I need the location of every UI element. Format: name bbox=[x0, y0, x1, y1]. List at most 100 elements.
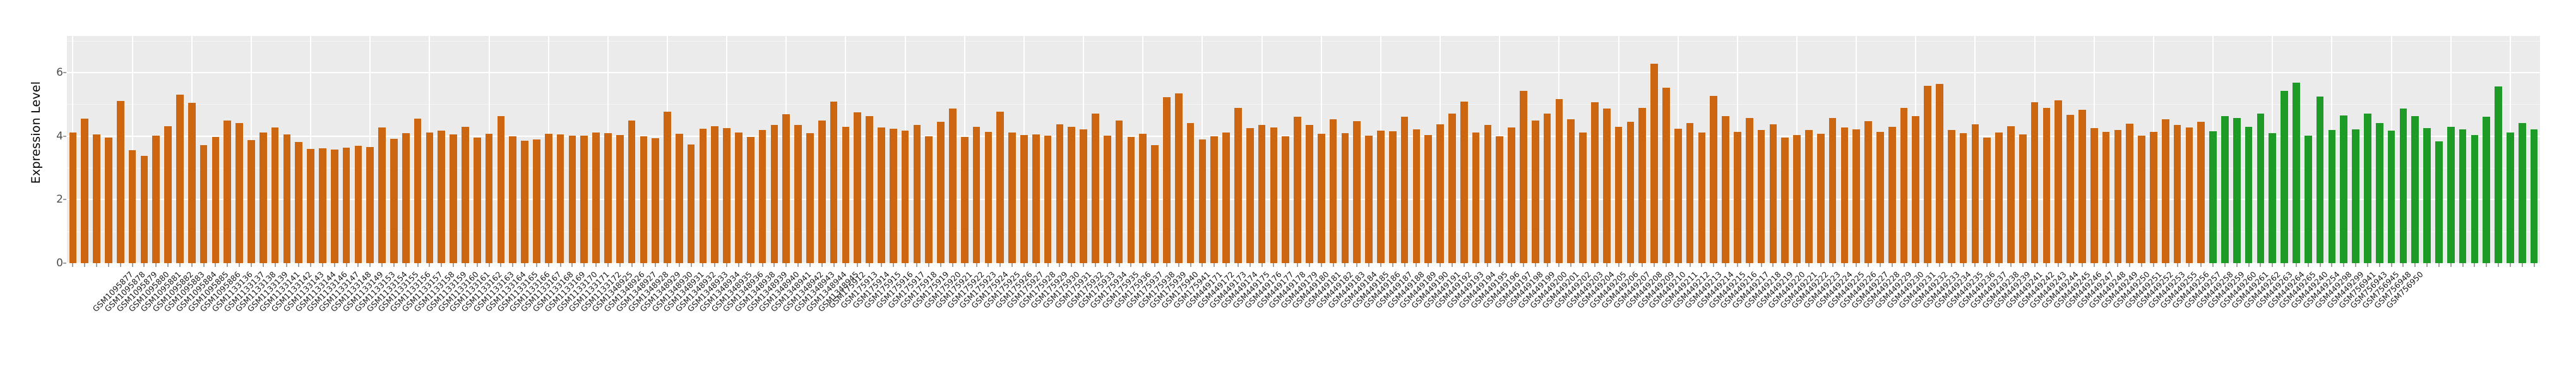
bar[interactable] bbox=[1306, 125, 1313, 263]
bar[interactable] bbox=[2221, 116, 2229, 263]
bar[interactable] bbox=[105, 138, 112, 263]
bar[interactable] bbox=[2507, 132, 2514, 263]
bar[interactable] bbox=[485, 133, 493, 263]
bar[interactable] bbox=[1674, 128, 1682, 263]
bar[interactable] bbox=[1032, 134, 1040, 263]
bar[interactable] bbox=[628, 121, 636, 263]
bar[interactable] bbox=[2447, 126, 2455, 263]
bar[interactable] bbox=[1579, 132, 1587, 263]
bar[interactable] bbox=[640, 136, 648, 263]
bar[interactable] bbox=[1900, 108, 1908, 263]
bar[interactable] bbox=[1520, 91, 1527, 263]
bar[interactable] bbox=[878, 127, 885, 263]
bar[interactable] bbox=[2518, 123, 2526, 263]
bar[interactable] bbox=[93, 134, 100, 263]
bar[interactable] bbox=[2257, 114, 2265, 263]
bar[interactable] bbox=[2435, 141, 2443, 263]
bar[interactable] bbox=[1412, 129, 1421, 263]
bar[interactable] bbox=[830, 102, 838, 263]
bar[interactable] bbox=[414, 118, 422, 263]
bar[interactable] bbox=[1222, 132, 1230, 263]
bar[interactable] bbox=[2102, 131, 2110, 263]
bar[interactable] bbox=[2328, 129, 2336, 263]
bar[interactable] bbox=[2007, 126, 2015, 263]
bar[interactable] bbox=[818, 121, 826, 263]
bar[interactable] bbox=[1210, 136, 1219, 263]
bar[interactable] bbox=[1424, 134, 1433, 263]
bar[interactable] bbox=[1864, 121, 1872, 263]
bar[interactable] bbox=[2090, 127, 2098, 263]
bar[interactable] bbox=[2399, 109, 2407, 263]
bar[interactable] bbox=[1912, 116, 1920, 263]
bar[interactable] bbox=[1388, 131, 1397, 263]
bar[interactable] bbox=[2030, 102, 2039, 263]
bar[interactable] bbox=[2364, 114, 2371, 263]
bar[interactable] bbox=[984, 131, 993, 263]
bar[interactable] bbox=[128, 150, 136, 263]
bar[interactable] bbox=[1353, 121, 1361, 263]
bar[interactable] bbox=[770, 125, 778, 263]
bar[interactable] bbox=[2138, 135, 2145, 263]
bar[interactable] bbox=[2411, 116, 2419, 263]
bar[interactable] bbox=[1555, 99, 1563, 263]
bar[interactable] bbox=[1103, 135, 1111, 263]
bar[interactable] bbox=[794, 125, 802, 263]
bar[interactable] bbox=[200, 145, 208, 263]
bar[interactable] bbox=[212, 136, 220, 263]
bar[interactable] bbox=[69, 132, 77, 263]
bar[interactable] bbox=[1484, 125, 1492, 263]
bar[interactable] bbox=[711, 126, 719, 263]
bar[interactable] bbox=[1151, 145, 1159, 263]
bar[interactable] bbox=[1614, 126, 1623, 263]
bar[interactable] bbox=[2150, 131, 2157, 263]
bar[interactable] bbox=[1341, 133, 1349, 263]
bar[interactable] bbox=[2304, 135, 2312, 263]
bar[interactable] bbox=[1127, 136, 1135, 263]
bar[interactable] bbox=[354, 145, 362, 263]
bar[interactable] bbox=[2018, 134, 2027, 263]
bar[interactable] bbox=[1567, 119, 1575, 263]
bar[interactable] bbox=[664, 112, 671, 263]
bar[interactable] bbox=[568, 135, 576, 263]
bar[interactable] bbox=[782, 114, 790, 263]
bar[interactable] bbox=[390, 138, 398, 263]
bar[interactable] bbox=[1198, 139, 1207, 263]
bar[interactable] bbox=[1947, 129, 1955, 263]
bar[interactable] bbox=[533, 139, 540, 263]
bar[interactable] bbox=[1662, 88, 1670, 263]
bar[interactable] bbox=[1163, 97, 1171, 263]
bar[interactable] bbox=[1270, 127, 1278, 263]
bar[interactable] bbox=[913, 125, 921, 263]
bar[interactable] bbox=[1020, 134, 1028, 263]
bar[interactable] bbox=[378, 127, 386, 263]
bar[interactable] bbox=[2316, 97, 2324, 263]
bar[interactable] bbox=[866, 116, 873, 263]
bar[interactable] bbox=[2066, 115, 2074, 263]
bar[interactable] bbox=[1294, 117, 1301, 263]
bar[interactable] bbox=[152, 135, 160, 263]
bar[interactable] bbox=[271, 127, 279, 263]
bar[interactable] bbox=[1936, 84, 1943, 263]
bar[interactable] bbox=[735, 132, 742, 263]
bar[interactable] bbox=[1983, 137, 1991, 263]
bar[interactable] bbox=[1448, 114, 1456, 263]
bar[interactable] bbox=[1995, 132, 2003, 263]
bar[interactable] bbox=[1698, 132, 1706, 263]
bar[interactable] bbox=[889, 128, 897, 263]
bar[interactable] bbox=[1246, 127, 1254, 263]
bar[interactable] bbox=[1186, 123, 1195, 263]
bar[interactable] bbox=[2209, 131, 2217, 263]
bar[interactable] bbox=[1805, 129, 1813, 263]
bar[interactable] bbox=[2293, 83, 2300, 263]
bar[interactable] bbox=[937, 122, 945, 263]
bar[interactable] bbox=[2387, 130, 2395, 263]
bar[interactable] bbox=[1400, 117, 1409, 263]
bar[interactable] bbox=[1460, 102, 1468, 263]
bar[interactable] bbox=[1734, 131, 1741, 263]
bar[interactable] bbox=[1531, 121, 1539, 263]
bar[interactable] bbox=[176, 95, 184, 263]
bar[interactable] bbox=[140, 155, 148, 263]
bar[interactable] bbox=[758, 129, 766, 263]
bar[interactable] bbox=[1769, 124, 1777, 263]
bar[interactable] bbox=[319, 148, 326, 263]
